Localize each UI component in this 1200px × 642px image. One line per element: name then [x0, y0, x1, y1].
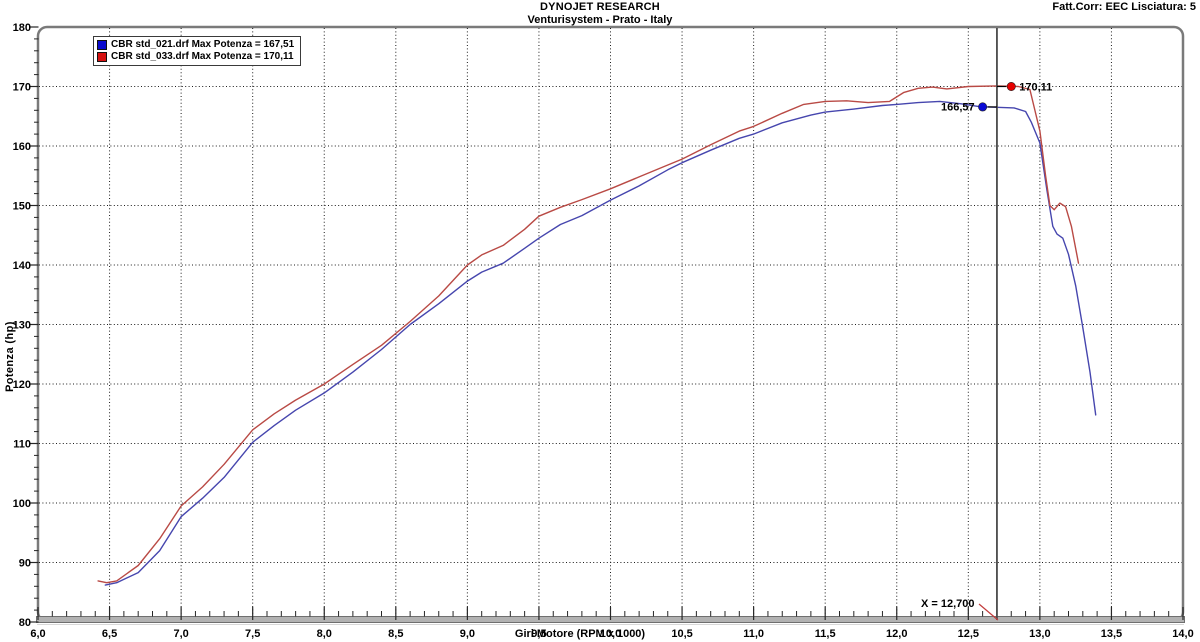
x-tick-label: 13,0 — [1029, 628, 1050, 640]
y-tick-label: 170 — [13, 82, 31, 94]
x-tick-label: 9,5 — [531, 628, 546, 640]
x-tick-label: 11,5 — [815, 628, 836, 640]
legend-item-std-033[interactable]: CBR std_033.drf Max Potenza = 170,11 — [97, 51, 294, 62]
power-curve-cbr-std-021-drf[interactable] — [104, 100, 1097, 586]
legend-label-std-033: CBR std_033.drf Max Potenza = 170,11 — [111, 51, 294, 62]
x-tick-label: 13,5 — [1101, 628, 1122, 640]
marker-value-label: 166,57 — [941, 102, 975, 114]
y-tick-label: 130 — [13, 320, 31, 332]
legend: CBR std_021.drf Max Potenza = 167,51 CBR… — [93, 36, 302, 66]
y-tick-label: 160 — [13, 141, 31, 153]
chart-subtitle: Venturisystem - Prato - Italy — [527, 14, 673, 26]
x-tick-label: 8,0 — [317, 628, 332, 640]
y-tick-label: 90 — [19, 558, 31, 570]
x-tick-label: 7,5 — [245, 628, 260, 640]
y-tick-label: 100 — [13, 498, 31, 510]
cursor-value-label: X = 12,700 — [921, 598, 975, 610]
x-axis-title: Giri Motore (RPM x 1000) — [514, 628, 646, 640]
x-tick-label: 10,0 — [600, 628, 621, 640]
legend-label-std-021: CBR std_021.drf Max Potenza = 167,51 — [111, 39, 295, 50]
marker-value-label: 170,11 — [1019, 81, 1052, 93]
y-tick-label: 110 — [13, 439, 31, 451]
power-curve-cbr-std-033-drf[interactable] — [97, 85, 1080, 584]
x-tick-label: 10,5 — [671, 628, 692, 640]
y-tick-label: 80 — [19, 617, 31, 629]
legend-swatch-blue-icon — [97, 39, 107, 50]
x-tick-label: 6,0 — [30, 628, 45, 640]
x-tick-label: 14,0 — [1172, 628, 1193, 640]
cursor-leader-line — [978, 603, 999, 621]
y-tick-label: 180 — [13, 22, 31, 34]
x-tick-label: 12,5 — [958, 628, 979, 640]
correction-factor-label: Fatt.Corr: EEC Lisciatura: 5 — [1052, 1, 1196, 13]
marker-dot — [978, 102, 988, 112]
y-tick-label: 120 — [13, 379, 31, 391]
x-tick-label: 12,0 — [886, 628, 907, 640]
marker-dot — [1006, 82, 1016, 92]
x-tick-label: 11,0 — [743, 628, 764, 640]
x-tick-label: 8,5 — [388, 628, 403, 640]
x-tick-label: 6,5 — [102, 628, 117, 640]
y-axis-title: Potenza (hp) — [4, 321, 16, 392]
legend-swatch-red-icon — [97, 51, 107, 62]
x-tick-label: 9,0 — [460, 628, 475, 640]
y-tick-label: 150 — [13, 201, 31, 213]
x-tick-label: 7,0 — [173, 628, 188, 640]
chart-title: DYNOJET RESEARCH — [540, 1, 660, 13]
legend-item-std-021[interactable]: CBR std_021.drf Max Potenza = 167,51 — [97, 39, 294, 50]
y-tick-label: 140 — [13, 260, 31, 272]
